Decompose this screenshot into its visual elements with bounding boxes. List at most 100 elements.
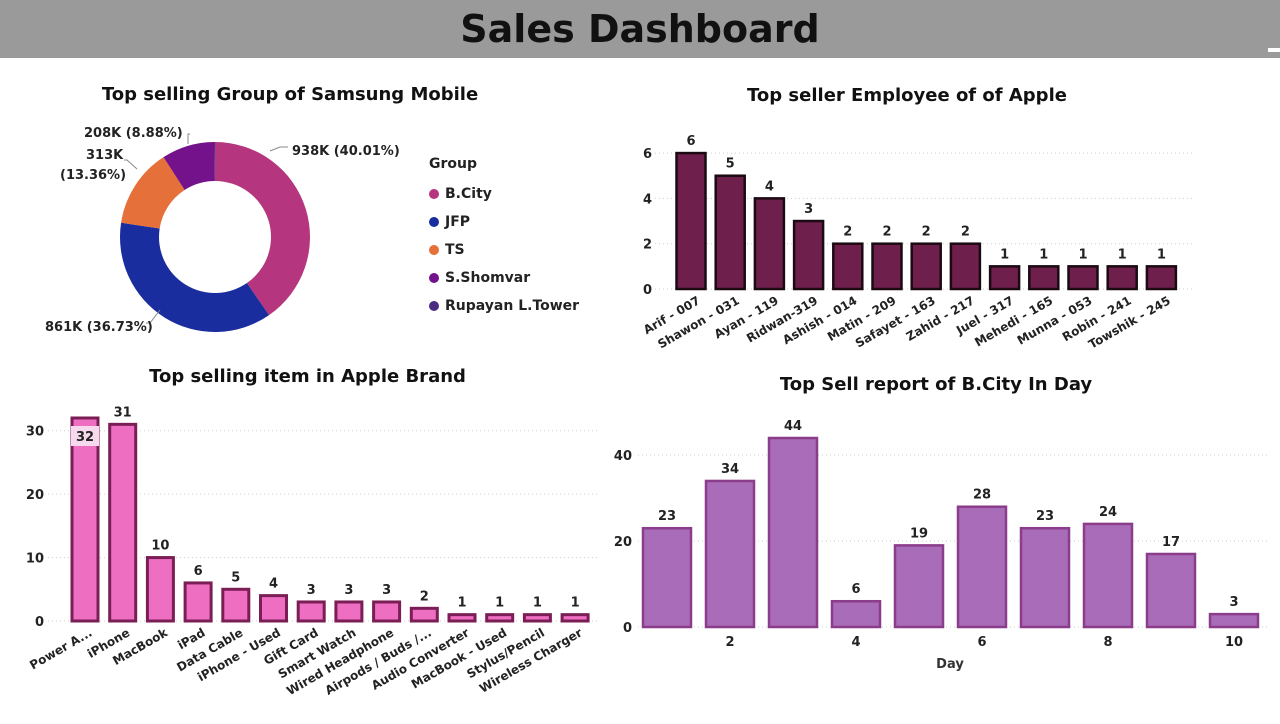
bar-7[interactable] [949, 242, 982, 291]
y-tick-label: 0 [623, 621, 632, 636]
y-tick-label: 0 [35, 615, 44, 630]
x-tick-label: 6 [977, 635, 986, 650]
items-chart-title: Top selling item in Apple Brand [149, 366, 466, 387]
bar-3[interactable] [792, 219, 825, 291]
data-label: 2 [843, 225, 852, 240]
x-tick-label: 8 [1103, 635, 1112, 650]
bar-9[interactable] [1208, 612, 1260, 629]
bar-5[interactable] [956, 505, 1008, 629]
data-label: 5 [726, 157, 735, 172]
bar-2[interactable] [753, 197, 786, 291]
legend-item-2[interactable]: TS [429, 236, 579, 264]
legend-label: TS [445, 242, 465, 258]
bar-7[interactable] [1082, 522, 1134, 629]
data-label: 23 [1036, 509, 1054, 524]
bar-10[interactable] [447, 613, 477, 623]
donut-slice-1[interactable] [119, 222, 270, 333]
bar-3[interactable] [830, 599, 882, 629]
data-label: 2 [882, 225, 891, 240]
bar-6[interactable] [910, 242, 942, 291]
bar-5[interactable] [259, 594, 288, 623]
data-label: 2 [961, 225, 970, 240]
bar-2[interactable] [767, 436, 819, 629]
legend-item-3[interactable]: S.Shomvar [429, 264, 579, 292]
bar-6[interactable] [296, 600, 326, 623]
bar-1[interactable] [714, 174, 746, 291]
data-label: 1 [1039, 247, 1048, 262]
bar-11[interactable] [1106, 265, 1138, 291]
bar-0[interactable] [70, 416, 100, 623]
y-tick-label: 10 [26, 552, 44, 567]
data-label: 44 [784, 419, 802, 434]
y-tick-label: 40 [614, 449, 632, 464]
legend-label: B.City [445, 186, 492, 202]
bar-3[interactable] [183, 581, 213, 623]
legend-item-0[interactable]: B.City [429, 180, 579, 208]
data-label: 6 [194, 564, 203, 579]
x-tick-label: 2 [725, 635, 734, 650]
apple-items-panel: Top selling item in Apple Brand 0 10 20 30 3… [0, 360, 620, 724]
samsung-group-panel: Top selling Group of Samsung Mobile 938K… [0, 60, 620, 360]
edge-marker [1268, 48, 1280, 52]
bar-4[interactable] [221, 587, 251, 623]
data-label: 1 [495, 596, 504, 611]
bar-5[interactable] [871, 242, 903, 291]
data-label: 6 [851, 582, 860, 597]
y-tick-label: 2 [643, 238, 652, 253]
y-tick-label: 0 [643, 283, 652, 298]
legend-dot-icon [429, 301, 439, 311]
bar-8[interactable] [988, 265, 1021, 291]
donut-slice-4[interactable] [213, 142, 215, 182]
slice-label-shomvar: 208K (8.88%) [84, 126, 183, 141]
bar-9[interactable] [1028, 265, 1060, 291]
data-label: 2 [922, 225, 931, 240]
bar-7[interactable] [334, 600, 364, 623]
data-label: 4 [269, 577, 278, 592]
employee-chart-title: Top seller Employee of of Apple [747, 85, 1067, 106]
legend-item-4[interactable]: Rupayan L.Tower [429, 292, 579, 320]
legend-label: S.Shomvar [445, 270, 531, 286]
bar-0[interactable] [641, 526, 693, 629]
bar-4[interactable] [832, 242, 864, 291]
leader-line-2 [124, 159, 138, 170]
data-label: 1 [1000, 247, 1009, 262]
legend-label: Rupayan L.Tower [445, 298, 580, 314]
donut-slice-3[interactable] [163, 142, 215, 190]
bar-1[interactable] [108, 422, 138, 623]
slice-label-ts-value: 313K [86, 148, 124, 163]
bar-8[interactable] [372, 600, 402, 623]
data-label: 17 [1162, 535, 1180, 550]
bar-8[interactable] [1145, 552, 1197, 629]
bar-12[interactable] [1145, 265, 1178, 291]
data-label: 5 [231, 570, 240, 585]
y-tick-label: 4 [643, 192, 652, 207]
bar-4[interactable] [893, 544, 945, 629]
bar-12[interactable] [522, 613, 552, 623]
leader-line-1 [146, 309, 161, 324]
bar-9[interactable] [409, 606, 439, 623]
leader-line-3 [187, 133, 190, 144]
bar-13[interactable] [560, 613, 590, 623]
bar-10[interactable] [1067, 265, 1099, 291]
data-label-bg [71, 426, 99, 446]
data-label: 19 [910, 526, 928, 541]
bar-6[interactable] [1019, 526, 1071, 629]
data-label: 1 [457, 596, 466, 611]
legend-dot-icon [429, 217, 439, 227]
bar-1[interactable] [704, 479, 756, 629]
dashboard-header: Sales Dashboard [0, 0, 1280, 58]
slice-label-ts-pct: (13.36%) [60, 168, 126, 183]
data-label: 24 [1099, 505, 1117, 520]
data-label: 10 [151, 539, 169, 554]
bar-0[interactable] [675, 151, 707, 291]
donut-slice-2[interactable] [121, 157, 185, 229]
apple-employee-panel: Top seller Employee of of Apple 0 2 4 6 6 5 4 3… [630, 60, 1280, 360]
bar-11[interactable] [485, 613, 515, 623]
donut-slice-0[interactable] [215, 142, 310, 316]
bar-2[interactable] [145, 556, 175, 623]
legend-item-1[interactable]: JFP [429, 208, 579, 236]
data-label: 3 [344, 583, 353, 598]
bcity-daily-panel: Top Sell report of B.City In Day 0 20 40 23… [600, 360, 1280, 724]
data-label: 28 [973, 488, 991, 503]
